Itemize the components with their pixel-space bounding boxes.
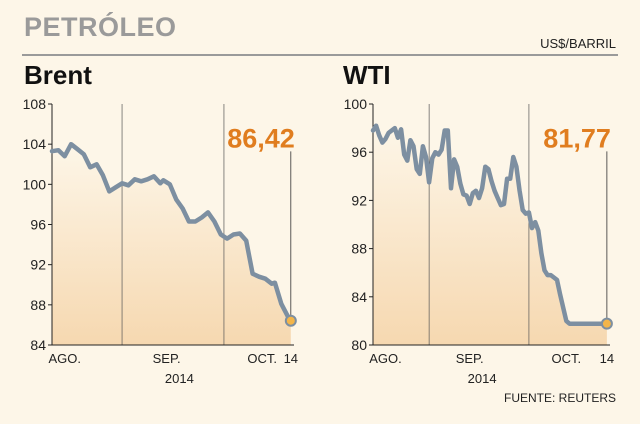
wti-y-tick-label: 80 [351,337,367,353]
wti-y-tick-label: 96 [351,144,367,160]
title-rule [22,54,618,56]
brent-y-tick-label: 92 [30,257,46,273]
brent-y-tick-label: 100 [23,176,47,192]
brent-year-label: 2014 [165,371,194,386]
wti-x-tick-label: OCT. [552,351,582,366]
wti-price-line [370,123,610,326]
brent-y-tick-label: 104 [23,136,47,152]
brent-x-tick-label: OCT. [247,351,277,366]
brent-chart-title: Brent [24,60,92,90]
wti-y-tick-label: 84 [351,289,367,305]
brent-x-tick-label: AGO. [48,351,81,366]
wti-y-tick-label: 88 [351,241,367,257]
wti-last-value-label: 81,77 [543,123,611,153]
wti-chart-title: WTI [343,60,391,90]
brent-x-tick-label: SEP. [153,351,181,366]
source-note: FUENTE: REUTERS [503,391,616,405]
wti-y-tick-label: 92 [351,192,367,208]
page-title: PETRÓLEO [24,12,177,42]
wti-x-tick-label: AGO. [369,351,402,366]
brent-y-tick-label: 84 [30,337,46,353]
wti-x-tick-label: 14 [600,351,614,366]
unit-label: US$/BARRIL [540,36,616,51]
brent-last-value-label: 86,42 [227,123,295,153]
brent-price-line [49,141,294,323]
brent-x-tick-label: 14 [284,351,298,366]
brent-y-tick-label: 96 [30,217,46,233]
wti-x-tick-label: SEP. [456,351,484,366]
brent-last-point [284,314,297,327]
wti-last-point [600,317,613,330]
brent-area-fill [52,144,291,345]
wti-year-label: 2014 [468,371,497,386]
brent-y-tick-label: 88 [30,297,46,313]
brent-y-tick-label: 108 [23,96,47,112]
wti-y-tick-label: 100 [344,96,368,112]
